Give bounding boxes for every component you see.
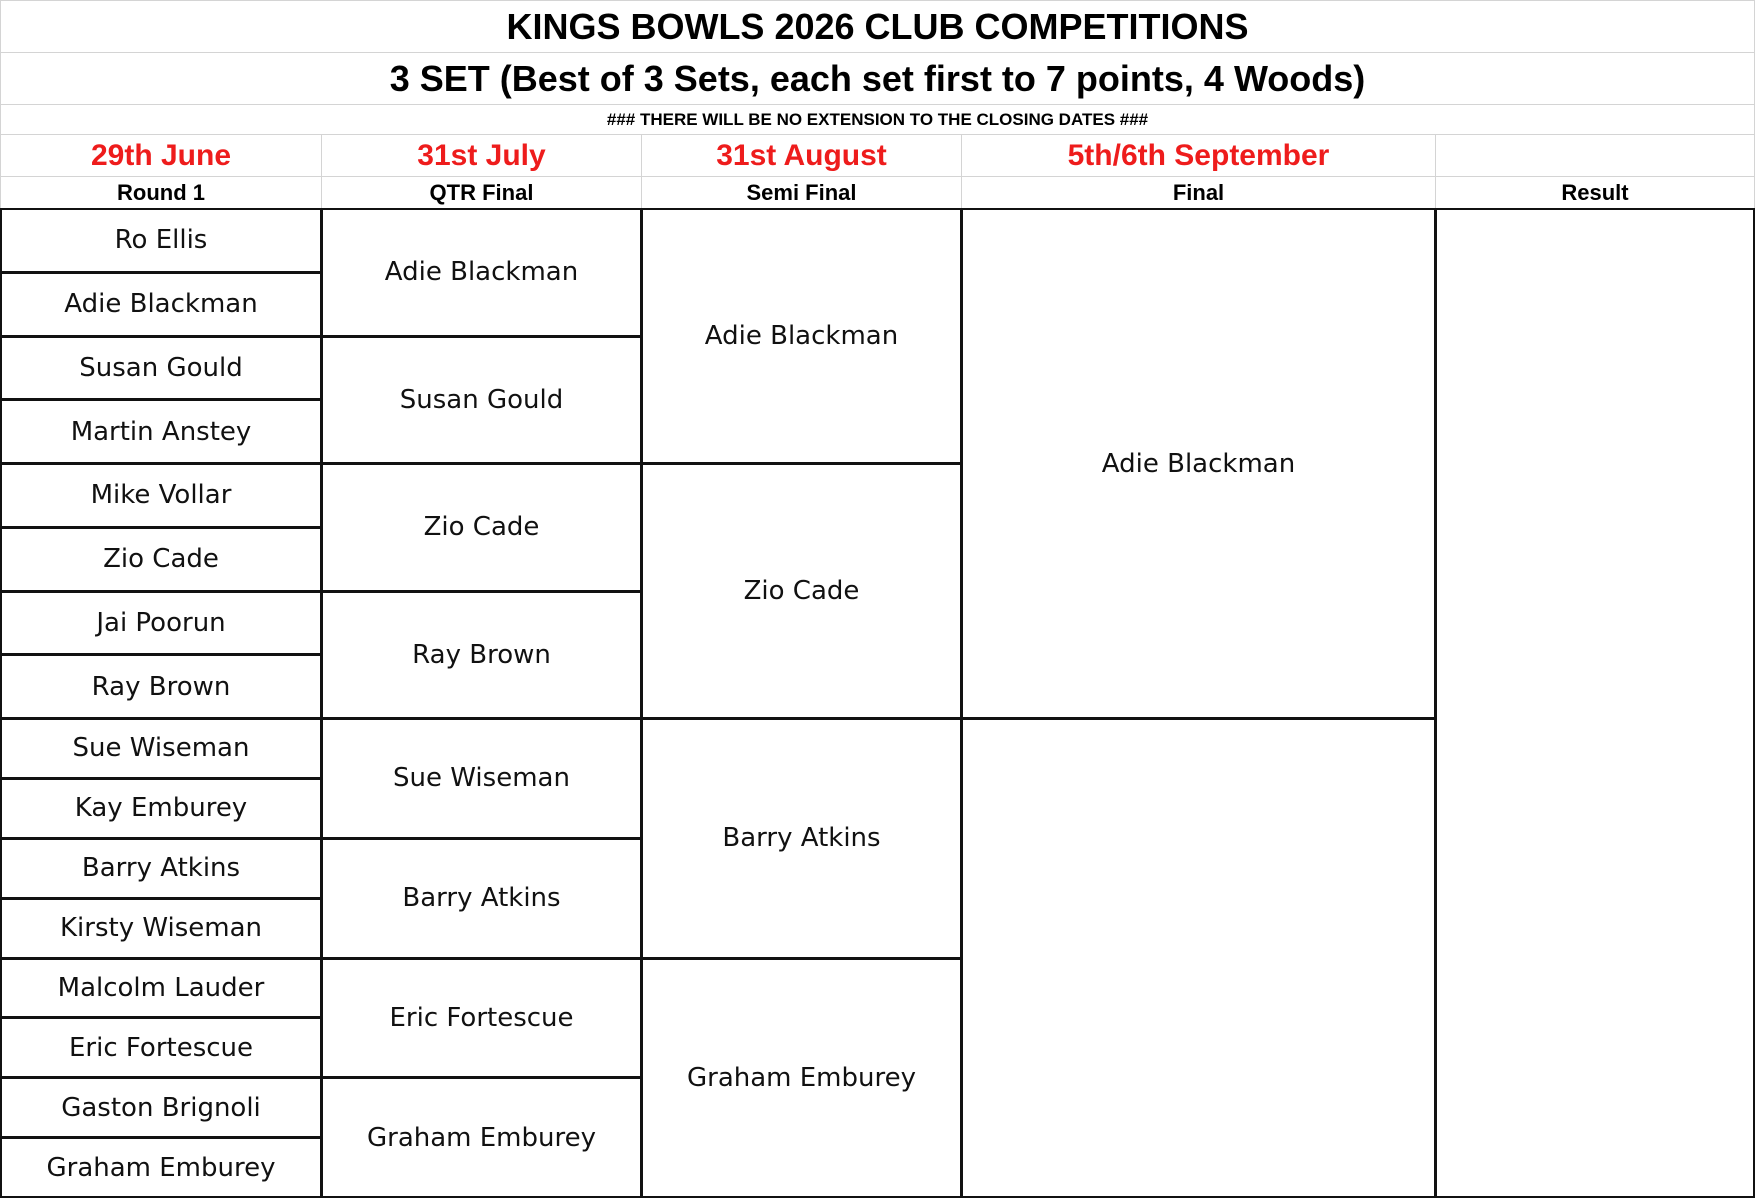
round1-player: Barry Atkins [0,837,322,899]
round1-player-text: Graham Emburey [46,1152,276,1183]
round1-player-text: Kirsty Wiseman [60,913,262,944]
round-date-text: 31st July [417,138,546,172]
qtr-player: Zio Cade [321,463,642,592]
round-label: Round 1 [0,176,322,209]
round1-player: Malcolm Lauder [0,957,322,1019]
round1-player-text: Eric Fortescue [68,1032,254,1063]
round-label-text: QTR Final [429,179,534,205]
semi-player-text: Barry Atkins [722,823,881,854]
round-date-text: 5th/6th September [1067,138,1330,172]
semi-player: Zio Cade [641,463,962,719]
round1-player-text: Gaston Brignoli [61,1092,261,1123]
qtr-player-text: Susan Gould [399,384,564,415]
semi-player: Adie Blackman [641,208,962,464]
round1-player: Ray Brown [0,654,322,719]
round-date [1435,134,1755,177]
subtitle: 3 SET (Best of 3 Sets, each set first to… [0,52,1755,105]
round-label-text: Round 1 [117,179,205,205]
semi-player: Barry Atkins [641,718,962,959]
round-date-text: 29th June [90,138,232,172]
round1-player-text: Adie Blackman [64,289,258,320]
round-date: 31st August [641,134,962,177]
qtr-player-text: Graham Emburey [366,1122,596,1153]
round1-player: Mike Vollar [0,463,322,528]
round1-player: Graham Emburey [0,1137,322,1198]
notice: ### THERE WILL BE NO EXTENSION TO THE CL… [0,104,1755,135]
qtr-player-text: Sue Wiseman [393,763,570,794]
notice-text: ### THERE WILL BE NO EXTENSION TO THE CL… [606,109,1149,129]
round1-player-text: Susan Gould [79,352,243,383]
round1-player: Jai Poorun [0,590,322,656]
round1-player-text: Mike Vollar [90,480,232,511]
semi-player-text: Zio Cade [743,576,860,606]
round1-player-text: Zio Cade [103,544,219,575]
round1-player: Sue Wiseman [0,718,322,779]
round1-player-text: Martin Anstey [70,416,252,447]
round1-player: Kirsty Wiseman [0,897,322,959]
result-cell [1435,208,1755,1198]
round-date: 29th June [0,134,322,177]
round1-player-text: Jai Poorun [96,607,226,638]
semi-player-text: Graham Emburey [686,1062,916,1093]
title: KINGS BOWLS 2026 CLUB COMPETITIONS [0,0,1755,53]
title-text: KINGS BOWLS 2026 CLUB COMPETITIONS [506,5,1249,47]
qtr-player: Graham Emburey [321,1077,642,1198]
round1-player: Kay Emburey [0,777,322,839]
round1-player: Martin Anstey [0,399,322,464]
round-date-text: 31st August [716,138,887,172]
qtr-player: Susan Gould [321,335,642,464]
round-label-text: Final [1172,179,1225,205]
semi-player: Graham Emburey [641,957,962,1198]
round-label: Semi Final [641,176,962,209]
qtr-player-text: Eric Fortescue [389,1002,574,1033]
qtr-player: Eric Fortescue [321,957,642,1079]
round1-player: Gaston Brignoli [0,1077,322,1139]
qtr-player: Ray Brown [321,590,642,719]
final-player-text: Adie Blackman [1101,448,1296,479]
qtr-player-text: Adie Blackman [384,257,579,288]
qtr-player-text: Barry Atkins [402,883,561,914]
round-label: QTR Final [321,176,642,209]
qtr-player-text: Ray Brown [412,639,551,670]
round1-player: Susan Gould [0,335,322,401]
round-label: Final [961,176,1436,209]
qtr-player: Barry Atkins [321,837,642,959]
round-label: Result [1435,176,1755,209]
round-label-text: Semi Final [746,179,857,205]
round1-player: Eric Fortescue [0,1017,322,1079]
round1-player-text: Sue Wiseman [72,733,250,764]
qtr-player: Adie Blackman [321,208,642,337]
round1-player: Ro Ellis [0,208,322,273]
semi-player-text: Adie Blackman [704,321,899,351]
round-date: 5th/6th September [961,134,1436,177]
round1-player-text: Barry Atkins [81,853,241,884]
final-player: Adie Blackman [961,208,1436,719]
round1-player-text: Kay Emburey [74,793,248,824]
subtitle-text: 3 SET (Best of 3 Sets, each set first to… [389,57,1366,99]
qtr-player: Sue Wiseman [321,718,642,839]
round1-player: Adie Blackman [0,271,322,337]
round-date: 31st July [321,134,642,177]
round-label-text: Result [1561,179,1629,205]
round1-player: Zio Cade [0,526,322,592]
round1-player-text: Ray Brown [91,671,231,702]
round1-player-text: Ro Ellis [114,225,208,256]
round1-player-text: Malcolm Lauder [57,972,265,1003]
qtr-player-text: Zio Cade [423,512,540,543]
final-player [961,718,1436,1198]
